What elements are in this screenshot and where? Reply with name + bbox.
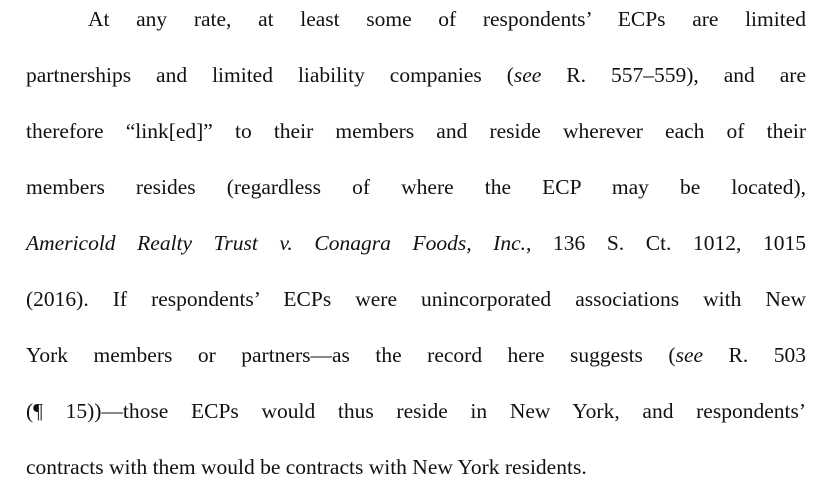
line-3-text: therefore “link[ed]” to their members an… (26, 119, 806, 143)
line-7-signal-see: see (675, 343, 704, 367)
line-2-signal-see: see (513, 63, 542, 87)
line-7-text-end: R. 503 (703, 343, 806, 367)
line-5-citation: , 136 S. Ct. 1012, 1015 (526, 231, 806, 255)
text-line-9: contracts with them would be contracts w… (26, 452, 806, 482)
line-4-text: members resides (regardless of where the… (26, 175, 806, 199)
line-6-text: (2016). If respondents’ ECPs were uninco… (26, 287, 806, 311)
text-line-4: members resides (regardless of where the… (26, 172, 806, 202)
text-line-7: York members or partners—as the record h… (26, 340, 806, 370)
line-5-case-name: Americold Realty Trust v. Conagra Foods,… (26, 231, 526, 255)
text-line-1: At any rate, at least some of respondent… (88, 4, 806, 34)
text-line-8: (¶ 15))—those ECPs would thus reside in … (26, 396, 806, 426)
line-8-text: (¶ 15))—those ECPs would thus reside in … (26, 399, 806, 423)
line-9-text: contracts with them would be contracts w… (26, 455, 587, 479)
text-line-6: (2016). If respondents’ ECPs were uninco… (26, 284, 806, 314)
text-line-5: Americold Realty Trust v. Conagra Foods,… (26, 228, 806, 258)
line-2-text-end: R. 557–559), and are (541, 63, 806, 87)
text-line-3: therefore “link[ed]” to their members an… (26, 116, 806, 146)
line-2-text-start: partnerships and limited liability compa… (26, 63, 514, 87)
line-7-text-start: York members or partners—as the record h… (26, 343, 676, 367)
line-1-text: At any rate, at least some of respondent… (88, 7, 806, 31)
text-line-2: partnerships and limited liability compa… (26, 60, 806, 90)
